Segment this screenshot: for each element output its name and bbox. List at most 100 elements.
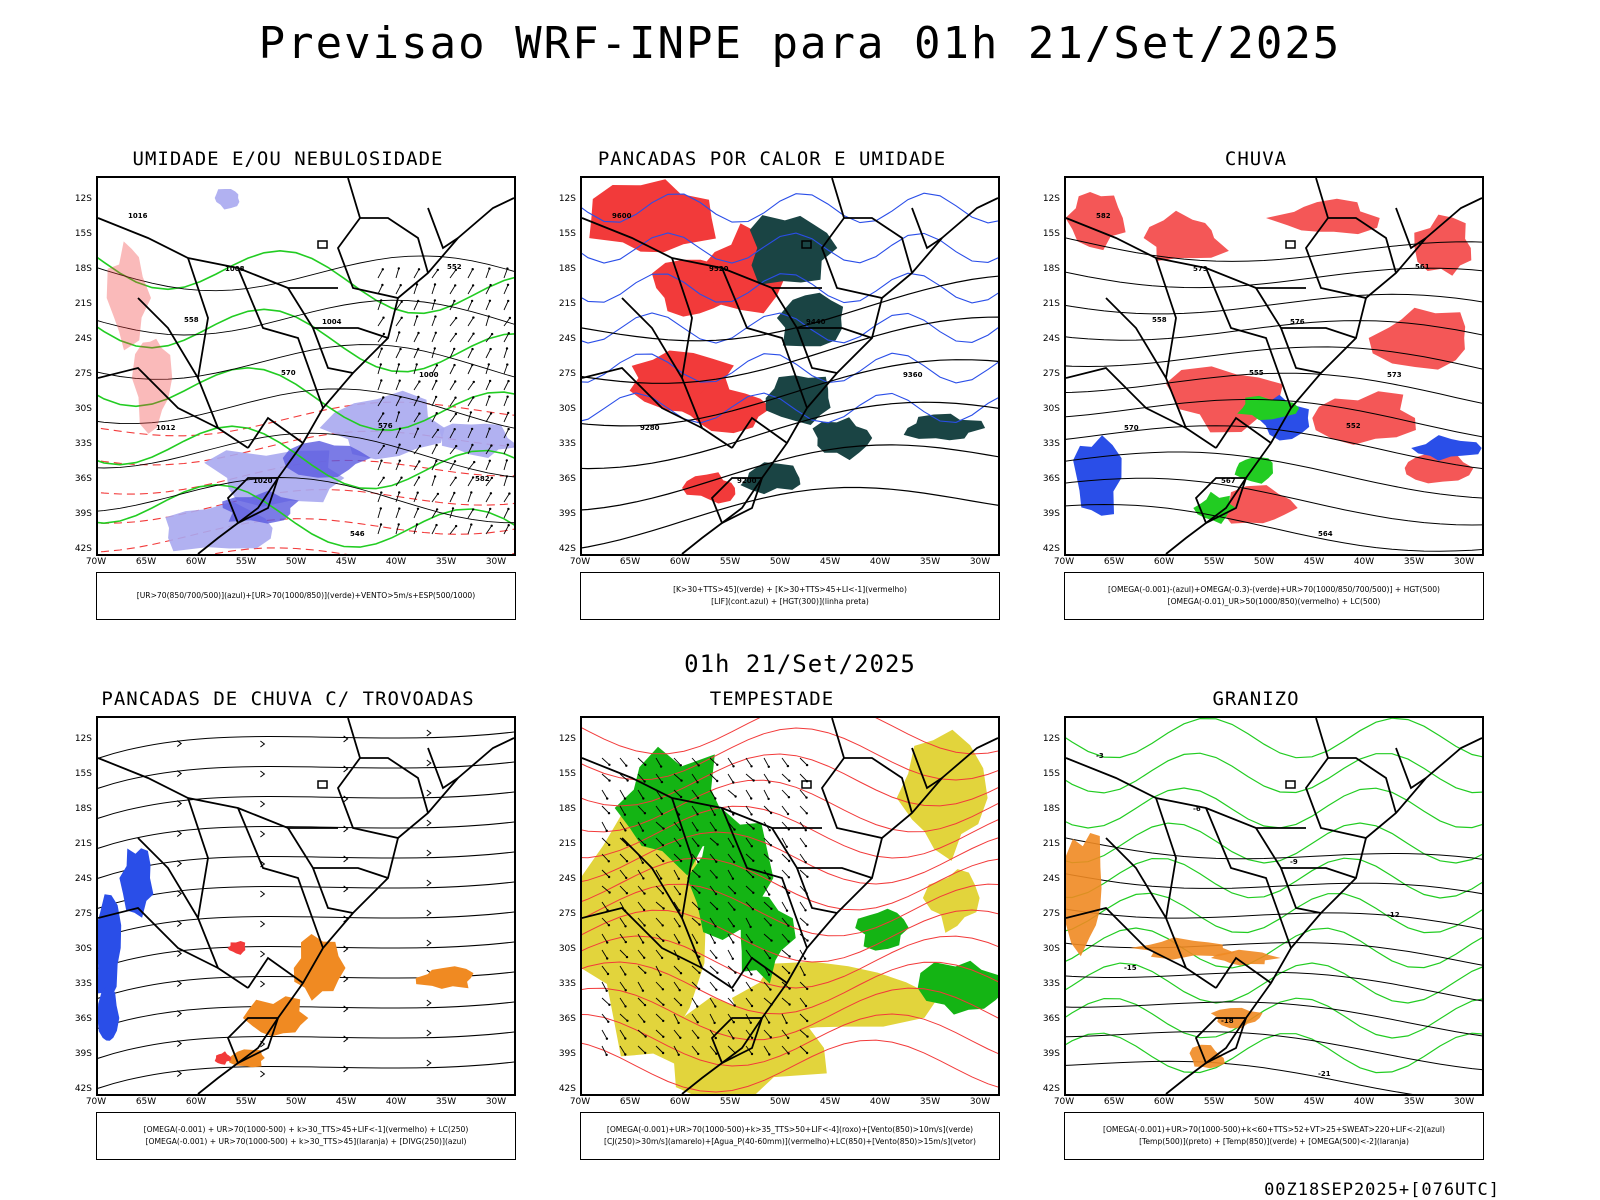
longitude-tick-label: 50W xyxy=(1253,557,1275,567)
latitude-tick-label: 12S xyxy=(558,734,576,744)
latitude-tick-label: 42S xyxy=(558,1084,576,1094)
longitude-tick-label: 50W xyxy=(1253,1097,1275,1107)
latitude-tick-label: 15S xyxy=(74,769,92,779)
contour-label: 9440 xyxy=(806,318,826,326)
longitude-tick-label: 45W xyxy=(335,557,357,567)
longitude-tick-label: 30W xyxy=(969,1097,991,1107)
contour-label: -12 xyxy=(1387,911,1400,919)
longitude-tick-label: 65W xyxy=(619,1097,641,1107)
longitude-tick-label: 45W xyxy=(819,557,841,567)
contour-label: 570 xyxy=(281,369,296,377)
latitude-tick-label: 27S xyxy=(74,909,92,919)
latitude-tick-label: 27S xyxy=(1042,369,1060,379)
legend-text: [UR>70(850/700/500)](azul)+[UR>70(1000/8… xyxy=(136,591,476,600)
latitude-tick-label: 39S xyxy=(74,509,92,519)
map-panel-chuva: CHUVA 12S 15S 18S 21S 24S 27S 30S 33S 36S 39S 42S 70… xyxy=(1026,148,1486,638)
contour-label: 1020 xyxy=(253,477,273,485)
longitude-tick-label: 40W xyxy=(385,557,407,567)
map-frame: -3 -6 -9 -12 -15 -18 -21 xyxy=(1064,716,1484,1096)
contour-label: -9 xyxy=(1290,858,1298,866)
main-title: Previsao WRF-INPE para 01h 21/Set/2025 xyxy=(258,18,1342,69)
latitude-tick-label: 30S xyxy=(558,404,576,414)
panel-title: TEMPESTADE xyxy=(709,688,835,710)
contour-label: 570 xyxy=(1124,424,1139,432)
contour-label: 567 xyxy=(1221,477,1236,485)
longitude-tick-label: 60W xyxy=(669,557,691,567)
map-frame: 582 579 576 573 570 567 564 561 558 555 552 xyxy=(1064,176,1484,556)
legend-text: [LIF](cont.azul) + [HGT(300)](linha pret… xyxy=(711,597,869,606)
longitude-tick-label: 45W xyxy=(1303,557,1325,567)
contour-label: 9360 xyxy=(903,371,923,379)
contour-label: 1004 xyxy=(322,318,342,326)
longitude-tick-label: 30W xyxy=(1453,557,1475,567)
longitude-tick-label: 60W xyxy=(185,1097,207,1107)
longitude-tick-label: 60W xyxy=(1153,557,1175,567)
latitude-tick-label: 21S xyxy=(1042,299,1060,309)
longitude-tick-label: 65W xyxy=(619,557,641,567)
longitude-tick-label: 50W xyxy=(285,1097,307,1107)
country-state-borders xyxy=(98,718,514,1094)
red-dashed-zone xyxy=(106,241,173,434)
latitude-tick-label: 21S xyxy=(1042,839,1060,849)
run-info-footer: 00Z18SEP2025+[076UTC] xyxy=(1264,1180,1500,1200)
latitude-tick-label: 24S xyxy=(558,334,576,344)
latitude-tick-label: 18S xyxy=(74,264,92,274)
contour-label: -6 xyxy=(1193,805,1201,813)
latitude-tick-label: 39S xyxy=(558,1049,576,1059)
longitude-tick-label: 40W xyxy=(869,557,891,567)
thunderstorm-area-red xyxy=(214,941,246,1065)
temp-850-contours xyxy=(1066,718,1482,1074)
contour-label: 552 xyxy=(447,263,462,271)
legend-text: [OMEGA(-0.01)_UR>50(1000/850)(vermelho) … xyxy=(1167,597,1381,606)
longitude-tick-label: 70W xyxy=(85,557,107,567)
longitude-tick-label: 35W xyxy=(1403,557,1425,567)
latitude-tick-label: 24S xyxy=(74,334,92,344)
map-canvas xyxy=(98,718,514,1094)
legend-text: [OMEGA(-0.001)+UR>70(1000-500)+k>35_TTS>… xyxy=(606,1125,974,1134)
latitude-tick-label: 39S xyxy=(1042,509,1060,519)
longitude-tick-label: 45W xyxy=(1303,1097,1325,1107)
contour-label: 558 xyxy=(184,316,199,324)
longitude-tick-label: 30W xyxy=(1453,1097,1475,1107)
latitude-tick-label: 33S xyxy=(1042,439,1060,449)
longitude-tick-label: 40W xyxy=(869,1097,891,1107)
longitude-tick-label: 50W xyxy=(769,557,791,567)
hgt-300-contours xyxy=(582,275,998,549)
longitude-tick-label: 30W xyxy=(969,557,991,567)
longitude-tick-label: 30W xyxy=(485,557,507,567)
contour-label: -21 xyxy=(1318,1070,1331,1078)
contour-label: 1012 xyxy=(156,424,176,432)
longitude-tick-label: 70W xyxy=(1053,557,1075,567)
longitude-tick-label: 35W xyxy=(435,1097,457,1107)
country-state-borders xyxy=(1066,718,1482,1094)
panel-title: PANCADAS DE CHUVA C/ TROVOADAS xyxy=(101,688,475,710)
latitude-tick-label: 12S xyxy=(1042,194,1060,204)
latitude-tick-label: 27S xyxy=(558,909,576,919)
longitude-tick-label: 50W xyxy=(769,1097,791,1107)
latitude-tick-label: 27S xyxy=(1042,909,1060,919)
longitude-tick-label: 60W xyxy=(669,1097,691,1107)
map-panel-pancadas: PANCADAS POR CALOR E UMIDADE 12S 15S 18S 21S… xyxy=(542,148,1002,638)
latitude-tick-label: 18S xyxy=(558,264,576,274)
contour-value-labels: -3 -6 -9 -12 -15 -18 -21 xyxy=(1096,752,1400,1078)
contour-label: 1000 xyxy=(419,371,439,379)
longitude-tick-label: 60W xyxy=(1153,1097,1175,1107)
longitude-tick-label: 70W xyxy=(1053,1097,1075,1107)
lif-contours xyxy=(582,192,998,424)
latitude-tick-label: 12S xyxy=(1042,734,1060,744)
contour-label: 9520 xyxy=(709,265,729,273)
legend-box: [OMEGA(-0.001) + UR>70(1000-500) + k>30_… xyxy=(96,1112,516,1160)
contour-label: 9200 xyxy=(737,477,757,485)
latitude-tick-label: 30S xyxy=(1042,944,1060,954)
contour-label: 1016 xyxy=(128,212,148,220)
latitude-tick-label: 33S xyxy=(1042,979,1060,989)
contour-label: 573 xyxy=(1387,371,1402,379)
longitude-tick-label: 35W xyxy=(919,1097,941,1107)
latitude-tick-label: 27S xyxy=(74,369,92,379)
longitude-tick-label: 45W xyxy=(335,1097,357,1107)
thunderstorm-area-orange xyxy=(228,934,474,1068)
thickness-contours xyxy=(98,401,514,554)
longitude-tick-label: 65W xyxy=(1103,557,1125,567)
legend-text: [Temp(500)](preto) + [Temp(850)](verde) … xyxy=(1139,1137,1409,1146)
map-canvas xyxy=(582,718,998,1094)
